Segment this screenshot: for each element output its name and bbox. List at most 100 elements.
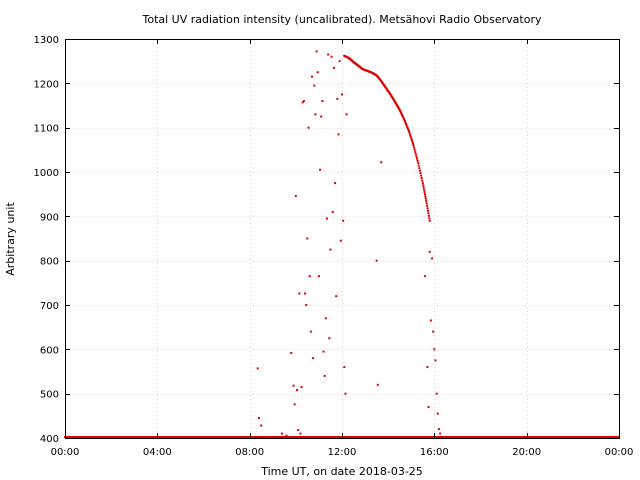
curve-point [415,155,418,158]
curve-point [423,188,426,191]
scatter-point [380,161,383,164]
curve-point [406,127,409,130]
scatter-point [429,319,432,322]
scatter-point [432,330,435,333]
scatter-point [312,357,315,360]
x-tick-label: 00:00 [605,447,634,458]
axis-ticks [65,39,620,439]
curve-point [411,140,414,143]
scatter-point [344,392,347,395]
y-tick-label: 800 [40,257,59,268]
curve-point [402,117,405,120]
scatter-point [341,93,343,96]
y-tick-label: 900 [40,212,59,223]
scatter-point [305,304,308,306]
scatter-point [280,432,283,435]
curve-point [403,120,406,123]
x-tick-label: 16:00 [420,447,449,458]
curve-point [426,207,429,210]
curve-point [425,202,428,205]
curve-point [426,209,429,212]
curve-point [408,131,411,134]
scatter-point [431,257,434,260]
scatter-point [293,403,296,406]
curve-point [413,146,416,149]
curve-point [427,212,430,215]
scatter-point [294,194,297,197]
scatter-point [334,182,337,185]
scatter-point [302,100,305,103]
curve-point [428,219,431,222]
scatter-point [292,384,295,387]
curve-point [410,137,413,140]
y-tick-label: 1300 [34,35,59,46]
scatter-point [437,428,440,431]
scatter-point [306,237,309,240]
curve-point [406,125,409,128]
scatter-point [325,217,328,220]
curve-point [414,151,417,154]
scatter-point [336,97,339,100]
curve-point [410,139,413,142]
scatter-point [307,126,310,129]
scatter-point [298,292,301,295]
curve-point [407,130,410,133]
y-tick-label: 700 [40,301,59,312]
scatter-point [342,219,345,222]
scatter-point [427,405,430,408]
curve-point [398,108,401,111]
curve-point [411,142,414,145]
curve-point [427,214,430,217]
y-tick-labels: 400 500 600 700 800 900 1000 1100 1200 1300 [34,35,59,445]
x-tick-label: 20:00 [512,447,541,458]
curve-point [416,157,419,160]
scatter-point [300,386,303,389]
scatter-point [301,101,304,104]
scatter-point [332,66,335,69]
scatter-point [426,366,429,369]
scatter-point [315,50,318,53]
y-tick-label: 400 [40,434,59,445]
curve-point [401,115,404,118]
curve-point [403,118,406,121]
curve-point [420,177,423,180]
curve-point [407,128,410,131]
scatter-point [439,432,442,435]
y-axis-label: Arbitrary unit [4,202,17,276]
curve-point [404,121,407,124]
x-tick-label: 00:00 [51,447,80,458]
scatter-point [343,366,346,369]
curve-point [422,186,425,189]
scatter-point [376,383,379,386]
scatter-point [324,317,327,320]
curve-point [416,159,419,162]
curve-point [419,172,422,175]
y-tick-label: 600 [40,345,59,356]
scatter-point [260,424,263,427]
data-points [64,50,620,438]
curve-point [399,111,402,114]
scatter-point [314,113,317,116]
scatter-point [345,113,348,116]
y-tick-label: 1200 [34,79,59,90]
curve-point [428,217,431,220]
scatter-point [310,75,313,78]
curve-point [417,162,420,165]
curve-point [425,199,428,202]
scatter-point [320,115,323,118]
scatter-point [331,210,334,213]
curve-point [420,174,423,177]
scatter-point [316,71,319,74]
x-tick-label: 04:00 [143,447,172,458]
scatter-point [317,275,320,278]
curve-point [399,110,402,113]
scatter-point [304,292,307,295]
x-axis-label: Time UT, on date 2018-03-25 [260,465,423,478]
scatter-point [328,337,331,340]
scatter-point [338,60,341,63]
scatter-point [327,53,330,56]
scatter-point [299,432,302,435]
scatter-point [313,84,316,87]
